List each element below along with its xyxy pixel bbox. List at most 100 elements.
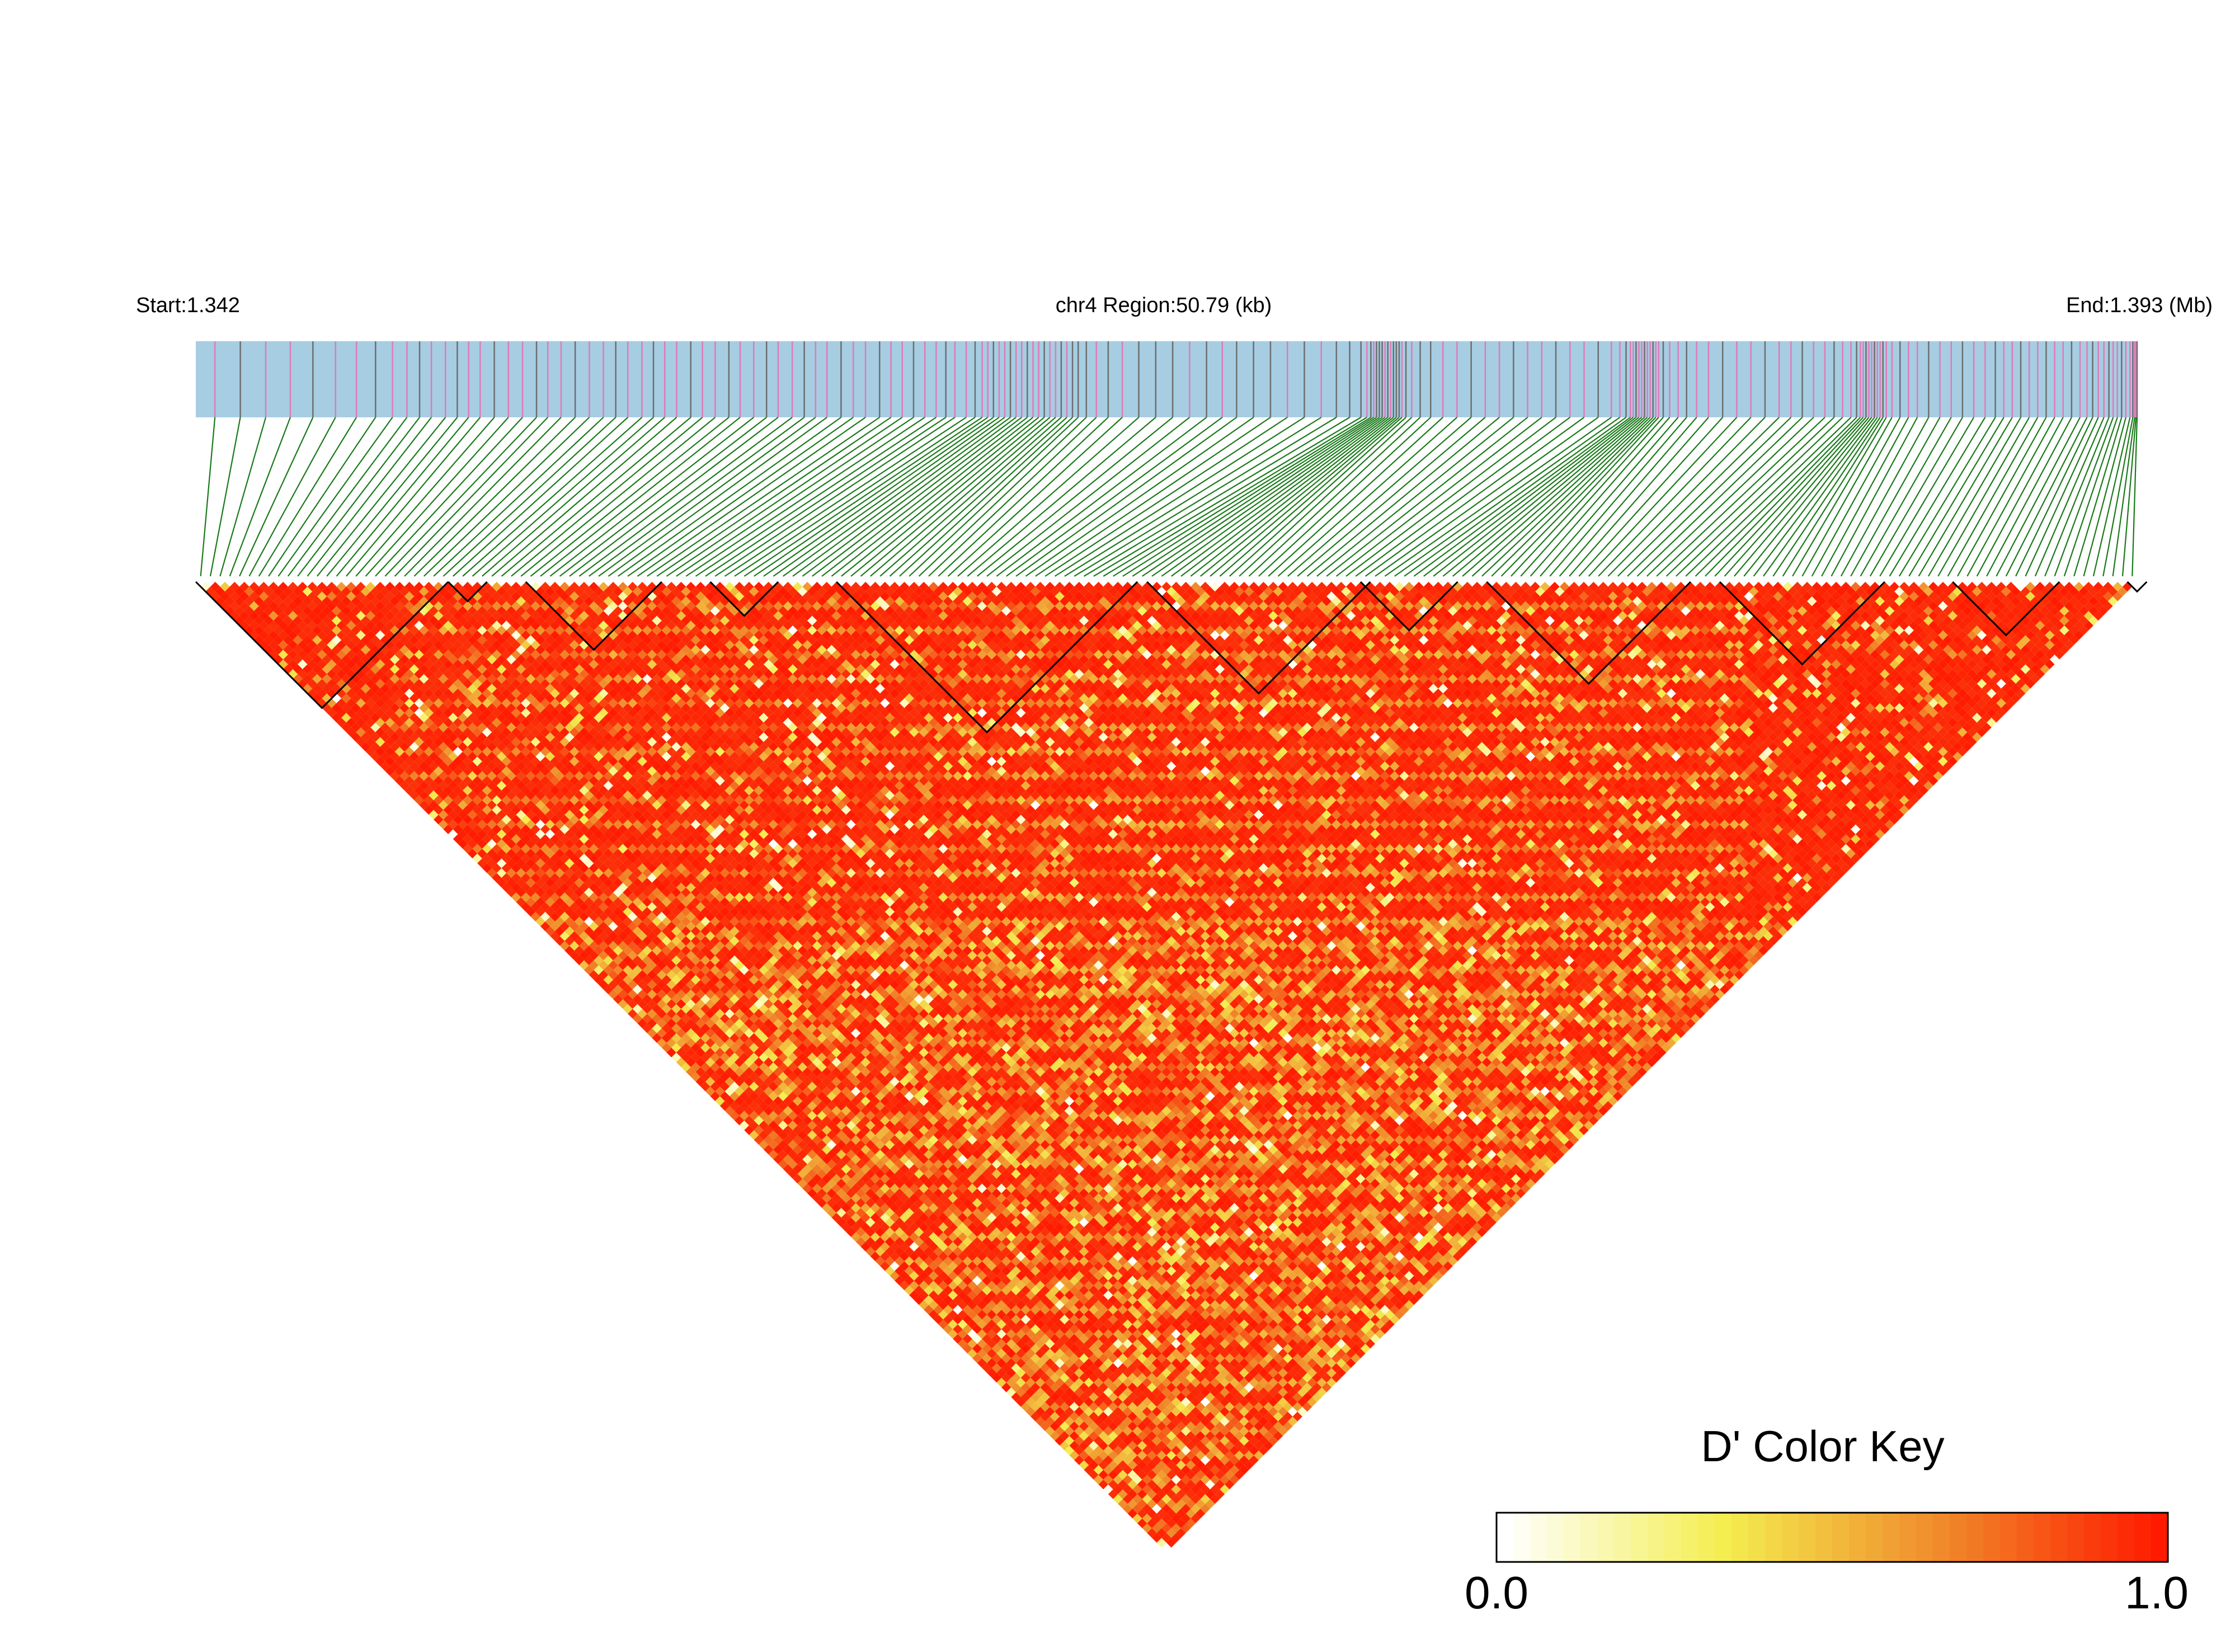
ld-cell	[487, 849, 497, 859]
ld-cell	[1016, 1377, 1026, 1388]
ld-cell	[1142, 1504, 1152, 1514]
ld-cell	[1156, 1537, 1166, 1548]
snp-connector	[666, 417, 903, 577]
snp-connector	[2112, 417, 2135, 577]
snp-connector	[802, 417, 1017, 577]
ld-cell	[982, 1363, 992, 1373]
ld-cell	[269, 630, 279, 641]
ld-cell	[705, 1076, 716, 1087]
snp-connector	[656, 417, 892, 577]
ld-cell	[317, 679, 327, 689]
snp-connector	[889, 417, 1067, 577]
ld-cell	[1064, 1446, 1075, 1456]
ld-cell	[482, 853, 492, 864]
ld-cell	[521, 902, 531, 912]
ld-cell	[855, 1227, 866, 1237]
ld-cell	[307, 669, 317, 679]
snp-connector	[239, 417, 314, 577]
ld-cell	[506, 887, 516, 897]
ld-cell	[229, 601, 240, 611]
ld-cell	[511, 892, 521, 902]
snp-connector	[1335, 417, 1542, 577]
snp-connector	[1239, 417, 1413, 577]
ld-cell	[569, 931, 580, 941]
ld-cell	[1132, 1504, 1142, 1514]
end-label: End:1.393 (Mb)	[2066, 294, 2213, 317]
ld-cell	[1084, 1455, 1094, 1465]
snp-connector	[1035, 417, 1271, 577]
ld-cell	[594, 955, 604, 966]
snp-connector	[676, 417, 914, 577]
ld-cell	[632, 985, 643, 995]
ld-cell	[463, 834, 473, 844]
ld-cell	[312, 674, 322, 684]
ld-cell	[681, 1033, 691, 1043]
ld-cell	[608, 980, 618, 990]
ld-cell	[826, 1188, 837, 1198]
snp-connector	[1966, 417, 2055, 577]
ld-cell	[521, 873, 531, 883]
ld-cell	[812, 1183, 822, 1194]
ld-cell	[506, 878, 516, 888]
ld-cell	[365, 746, 375, 757]
ld-cell	[797, 1159, 808, 1169]
snp-connector	[1627, 417, 1792, 577]
start-label: Start:1.342	[136, 294, 240, 317]
ld-cell	[1006, 1387, 1017, 1397]
snp-connector	[578, 417, 793, 577]
ld-cell	[1156, 1518, 1166, 1528]
snp-connector	[1957, 417, 2047, 577]
ld-cell	[938, 1300, 948, 1310]
ld-cell	[1031, 1411, 1041, 1422]
snp-connector	[1248, 417, 1421, 577]
ld-cell	[996, 1368, 1006, 1378]
ld-cell	[962, 1324, 972, 1334]
ld-cell	[1069, 1431, 1079, 1441]
ld-cell	[331, 703, 342, 713]
ld-cell	[293, 644, 303, 655]
snp-connector	[1588, 417, 1738, 577]
ld-cell	[802, 1164, 812, 1174]
ld-cell	[826, 1208, 837, 1218]
ld-cell	[1006, 1377, 1017, 1388]
snp-connector	[2132, 417, 2138, 577]
snp-connector	[1306, 417, 1500, 577]
ld-cell	[1084, 1446, 1094, 1456]
ld-cell	[1127, 1508, 1137, 1519]
ld-cell	[909, 1281, 919, 1291]
ld-cell	[690, 1052, 701, 1062]
ld-cell	[453, 834, 463, 844]
snp-connector	[1598, 417, 1752, 577]
ld-cell	[1020, 1402, 1031, 1412]
snp-connector	[685, 417, 925, 577]
ld-cell	[302, 664, 313, 674]
snp-connector	[1724, 417, 1867, 577]
ld-cell	[826, 1198, 837, 1208]
snp-connector	[1423, 417, 1634, 577]
ld-cell	[278, 649, 288, 660]
ld-cell	[341, 693, 351, 703]
snp-connector	[1404, 417, 1627, 577]
ld-cell	[880, 1261, 890, 1271]
ld-cell	[288, 649, 298, 660]
snp-connector	[1384, 417, 1612, 577]
ld-cell	[1127, 1499, 1137, 1509]
ld-cell	[530, 911, 540, 922]
ld-cell	[351, 722, 361, 732]
snp-connector	[530, 417, 730, 577]
ld-cell	[884, 1266, 895, 1276]
ld-cell	[642, 1014, 652, 1024]
snp-connector	[1617, 417, 1780, 577]
ld-cell	[424, 776, 434, 786]
ld-cell	[360, 732, 371, 742]
ld-cell	[458, 809, 468, 820]
ld-cell	[375, 727, 385, 737]
snp-connector	[947, 417, 1123, 577]
ld-cell	[302, 674, 313, 684]
ld-cell	[283, 635, 293, 645]
dprime-heatmap-cells	[200, 582, 2133, 1552]
ld-cell	[778, 1159, 788, 1169]
snp-connector	[1743, 417, 1872, 577]
ld-cell	[331, 713, 342, 723]
snp-connector	[1316, 417, 1514, 577]
